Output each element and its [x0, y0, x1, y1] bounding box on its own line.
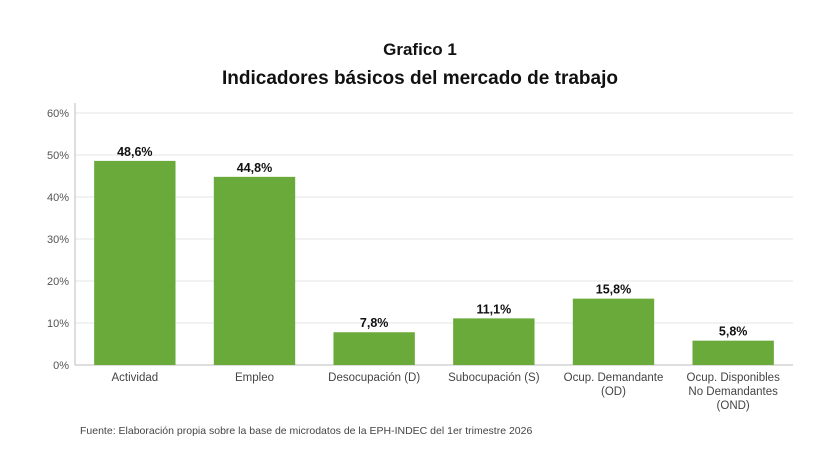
y-tick-label: 60%	[47, 108, 69, 120]
y-tick-label: 10%	[47, 318, 69, 330]
data-label: 44,8%	[237, 161, 272, 175]
bar	[453, 318, 535, 365]
x-tick-label: Actividad	[111, 372, 158, 384]
bar	[572, 298, 655, 365]
x-tick-label: Desocupación (D)	[328, 372, 420, 384]
chart-title: Grafico 1	[383, 40, 457, 59]
source-note: Fuente: Elaboración propia sobre la base…	[80, 425, 532, 437]
data-label: 11,1%	[476, 302, 511, 316]
plot-area: 0% 10% 20% 30% 40% 50% 60% 48,6% Actividad 44,8% E…	[47, 103, 793, 412]
x-tick-label: Ocup. Demandante (OD)	[564, 372, 664, 398]
x-tick-label: Ocup. Disponibles No Demandantes (OND)	[687, 372, 781, 412]
bar	[94, 160, 176, 365]
x-tick-label: Subocupación (S)	[448, 372, 540, 384]
y-tick-label: 50%	[47, 150, 69, 162]
bar	[213, 176, 296, 365]
data-label: 7,8%	[360, 316, 389, 330]
y-tick-label: 40%	[47, 192, 69, 204]
bar	[333, 332, 415, 365]
data-label: 15,8%	[596, 283, 631, 297]
y-tick-label: 20%	[47, 276, 69, 288]
data-label: 48,6%	[117, 145, 152, 159]
x-tick-label: Empleo	[235, 372, 274, 384]
y-tick-label: 0%	[53, 360, 69, 372]
y-tick-label: 30%	[47, 234, 69, 246]
bar	[692, 340, 774, 365]
chart-subtitle: Indicadores básicos del mercado de traba…	[222, 68, 618, 89]
data-label: 5,8%	[719, 325, 748, 339]
